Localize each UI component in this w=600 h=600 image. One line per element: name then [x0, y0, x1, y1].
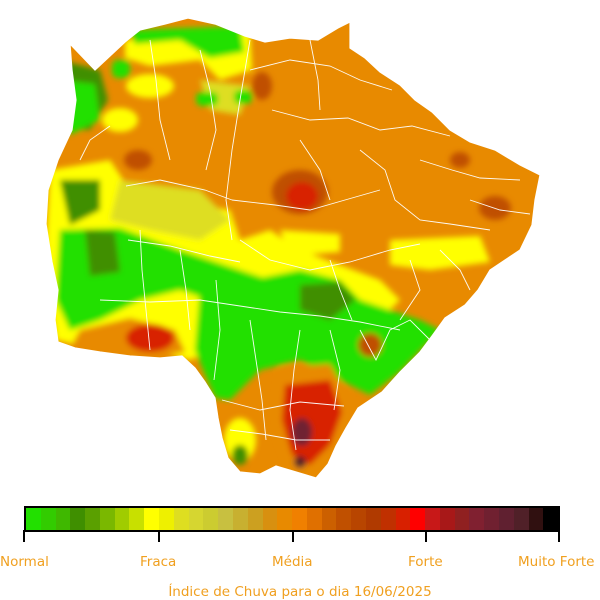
legend-swatch [40, 508, 56, 530]
legend-swatch [528, 508, 544, 530]
field-darkorange-spot-5 [358, 333, 382, 357]
field-yellow-east [390, 236, 490, 270]
legend-swatch [321, 508, 337, 530]
legend-swatch [543, 508, 559, 530]
legend-swatch [365, 508, 381, 530]
legend-label-muito-forte: Muito Forte [518, 554, 595, 570]
legend-swatch [144, 508, 160, 530]
legend-swatch [188, 508, 204, 530]
state-outline [45, 17, 541, 479]
legend-label-fraca: Fraca [140, 554, 177, 570]
legend-swatch [203, 508, 219, 530]
map-caption: Índice de Chuva para o dia 16/06/2025 [168, 584, 432, 600]
legend-tick-muito-forte [558, 530, 560, 542]
legend-swatch [469, 508, 485, 530]
legend-swatch [26, 508, 41, 530]
legend-swatch [129, 508, 145, 530]
legend-swatch [439, 508, 455, 530]
legend-tick-normal [23, 530, 25, 542]
field-darkred-south-2 [294, 456, 306, 468]
field-green-spot-1 [112, 60, 130, 78]
legend-swatch [85, 508, 100, 530]
rain-index-map [45, 17, 541, 479]
field-darkgreen-south [300, 282, 355, 320]
field-red-center [286, 182, 318, 210]
legend-label-media: Média [272, 554, 313, 570]
legend-swatch [395, 508, 411, 530]
legend-label-forte: Forte [408, 554, 443, 570]
legend-color-bar [24, 506, 560, 532]
legend-swatch [336, 508, 352, 530]
field-olive-center-west [110, 180, 230, 240]
legend-swatch [173, 508, 189, 530]
field-green-south [195, 270, 440, 400]
legend-swatch [232, 508, 248, 530]
field-green-spot-2 [196, 92, 218, 106]
legend-label-normal: Normal [0, 554, 49, 570]
legend-swatch [247, 508, 263, 530]
field-green-north [130, 26, 244, 58]
legend-tick-forte [425, 530, 427, 542]
municipal-borders [79, 39, 531, 451]
field-darkorange-spot-1 [124, 150, 152, 170]
legend-swatch [99, 508, 115, 530]
field-darkgreen-w2 [85, 230, 120, 276]
field-darkgreen-sw [232, 445, 248, 465]
field-darkgreen-west [60, 180, 100, 225]
legend-swatch [425, 508, 440, 530]
legend-swatch [306, 508, 322, 530]
legend-swatch [114, 508, 130, 530]
legend-swatch [513, 508, 529, 530]
field-darkorange-spot-3 [450, 152, 470, 168]
legend-swatch [218, 508, 233, 530]
field-green-spot-3 [234, 90, 252, 104]
rain-index-field [46, 18, 540, 478]
field-yellow-spot-2 [126, 74, 174, 98]
state-map-svg [45, 17, 541, 479]
field-red-sw [126, 324, 174, 352]
legend-swatch [484, 508, 499, 530]
legend-swatch [277, 508, 293, 530]
legend-swatch [159, 508, 174, 530]
field-yellow-sw [224, 418, 256, 462]
legend-swatch [351, 508, 366, 530]
field-darkorange-spot-2 [252, 72, 272, 100]
legend-swatch [454, 508, 470, 530]
field-yellow-spot-1 [102, 108, 138, 132]
legend-swatch [70, 508, 86, 530]
legend-tick-fraca [158, 530, 160, 542]
field-yellow-center [280, 230, 340, 256]
field-darkred-south [292, 418, 312, 446]
legend-swatch [262, 508, 278, 530]
legend-swatch [292, 508, 307, 530]
legend-swatch [499, 508, 514, 530]
legend-tick-media [292, 530, 294, 542]
legend-swatch [55, 508, 71, 530]
legend-swatch [410, 508, 426, 530]
legend-swatch [380, 508, 396, 530]
